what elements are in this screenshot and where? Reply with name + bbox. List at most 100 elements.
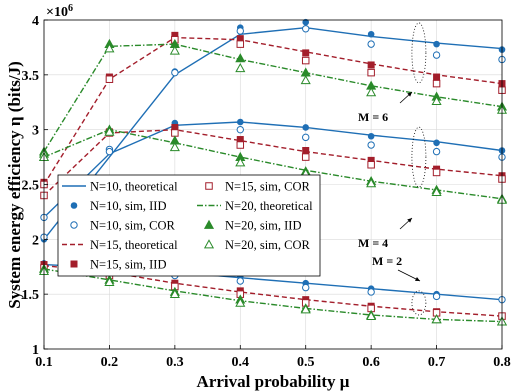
point-n10-sim-cor xyxy=(367,288,375,296)
group-ellipse xyxy=(411,22,427,84)
legend-item: N=20, sim, COR xyxy=(203,238,311,252)
point-n10-sim-iid xyxy=(433,139,440,147)
point-n15-sim-iid xyxy=(367,61,375,69)
point-n10-sim-iid xyxy=(302,124,310,131)
legend-item: N=10, sim, COR xyxy=(70,219,176,233)
legend-box xyxy=(57,174,321,277)
point-n20-sim-cor xyxy=(300,75,311,85)
point-n15-sim-cor xyxy=(367,161,375,169)
group-ellipse xyxy=(411,290,427,316)
point-n20-sim-cor xyxy=(169,141,180,152)
line-n10-theoretical xyxy=(43,26,503,240)
x-tick-label: 0.8 xyxy=(493,355,511,370)
legend: N=10, theoretical N=15, sim, COR N=10, sim… xyxy=(57,174,321,277)
point-n20-sim-cor xyxy=(235,157,246,167)
point-n10-sim-cor xyxy=(432,292,441,301)
point-n20-sim-cor xyxy=(104,43,115,53)
legend-swatch-marker xyxy=(70,260,78,268)
legend-label: N=20, theoretical xyxy=(225,199,313,213)
point-n15-sim-cor xyxy=(236,141,245,149)
line-n15-theoretical xyxy=(43,36,503,185)
y-tick-label: 2 xyxy=(32,233,39,248)
legend-item: N=15, sim, COR xyxy=(205,180,311,194)
legend-swatch-marker xyxy=(203,239,215,249)
point-n15-sim-cor xyxy=(105,75,114,83)
annotation-arrowhead xyxy=(415,277,420,281)
line-n10-theoretical xyxy=(43,121,503,218)
point-n10-sim-cor xyxy=(105,147,114,156)
y-tick-label: 1 xyxy=(32,343,39,358)
legend-item: N=20, theoretical xyxy=(197,199,313,213)
x-axis-label: Arrival probability μ xyxy=(197,372,350,391)
point-n20-sim-cor xyxy=(235,63,246,73)
line-n20-theoretical xyxy=(43,128,503,200)
legend-label: N=10, sim, COR xyxy=(90,219,176,233)
legend-item: N=10, sim, IID xyxy=(70,199,167,213)
point-n10-sim-cor xyxy=(236,27,244,35)
x-tick-label: 0.7 xyxy=(428,355,446,370)
point-n20-sim-cor xyxy=(431,186,442,197)
point-n10-sim-cor xyxy=(302,133,310,142)
point-n20-sim-cor xyxy=(300,304,311,314)
y-tick-label: 3.5 xyxy=(22,69,40,84)
x-tick-label: 0.1 xyxy=(35,355,53,370)
legend-swatch-marker xyxy=(205,182,213,190)
y-tick-label: 4 xyxy=(32,14,39,29)
point-n15-sim-cor xyxy=(301,153,310,161)
point-n15-sim-iid xyxy=(433,73,441,81)
point-n10-sim-cor xyxy=(302,283,310,292)
point-n20-sim-cor xyxy=(169,45,180,55)
y-tick-label: 1.5 xyxy=(22,288,40,303)
point-n20-sim-cor xyxy=(235,297,246,307)
legend-label: N=15, sim, COR xyxy=(225,180,311,194)
x-tick-label: 0.2 xyxy=(101,355,119,370)
point-n10-sim-cor xyxy=(302,25,310,33)
point-n10-sim-cor xyxy=(171,68,179,77)
line-n20-theoretical xyxy=(43,268,503,323)
line-n15-theoretical xyxy=(43,128,503,196)
legend-item: N=15, sim, IID xyxy=(70,258,167,272)
x-tick-label: 0.5 xyxy=(297,355,315,370)
legend-swatch-marker xyxy=(70,202,78,209)
legend-label: N=15, sim, IID xyxy=(90,258,167,272)
point-n20-sim-cor xyxy=(104,276,115,286)
legend-item: N=20, sim, IID xyxy=(203,219,302,233)
point-n20-sim-cor xyxy=(366,87,377,97)
point-n15-sim-cor xyxy=(171,129,179,137)
point-n10-sim-cor xyxy=(367,40,375,48)
tick-labels: 0.1 0.2 0.3 0.4 0.5 0.6 0.7 0.8 1 1.5 2 2.5 3 3.5 4 xyxy=(22,14,511,370)
point-n15-sim-cor xyxy=(432,168,441,177)
legend-label: N=10, theoretical xyxy=(90,180,178,194)
legend-label: N=20, sim, COR xyxy=(225,238,311,252)
x-tick-label: 0.4 xyxy=(232,355,250,370)
point-n10-sim-cor xyxy=(432,51,441,59)
y-multiplier: ×106 xyxy=(46,3,73,20)
point-n10-sim-iid xyxy=(367,30,375,38)
point-n10-sim-cor xyxy=(236,125,244,134)
group-ellipses xyxy=(411,22,427,316)
line-n20-theoretical xyxy=(43,43,503,152)
point-n10-sim-iid xyxy=(433,40,440,48)
point-n20-sim-iid xyxy=(235,53,246,63)
annotations: M = 2 M = 4 M = 6 xyxy=(358,91,421,282)
point-n20-sim-cor xyxy=(366,310,377,320)
group-ellipse xyxy=(411,126,427,188)
x-tick-label: 0.3 xyxy=(166,355,184,370)
y-tick-label: 2.5 xyxy=(22,179,40,194)
point-n15-sim-cor xyxy=(301,56,310,65)
point-n20-sim-cor xyxy=(366,178,377,188)
point-n20-sim-cor xyxy=(169,288,180,299)
point-n10-sim-cor xyxy=(432,147,441,156)
annotation-label: M = 4 xyxy=(358,236,388,250)
annotation-label: M = 2 xyxy=(372,254,402,268)
point-n20-sim-cor xyxy=(431,314,442,324)
y-axis-label: System energy efficiency η (bits/J) xyxy=(5,61,24,309)
point-n10-sim-iid xyxy=(367,132,375,140)
point-n15-sim-iid xyxy=(302,49,310,57)
point-n20-sim-cor xyxy=(431,95,442,106)
point-n15-sim-cor xyxy=(236,40,245,48)
legend-item: N=15, theoretical xyxy=(62,238,178,252)
point-n10-sim-cor xyxy=(367,141,375,149)
annotation-label: M = 6 xyxy=(358,110,388,124)
